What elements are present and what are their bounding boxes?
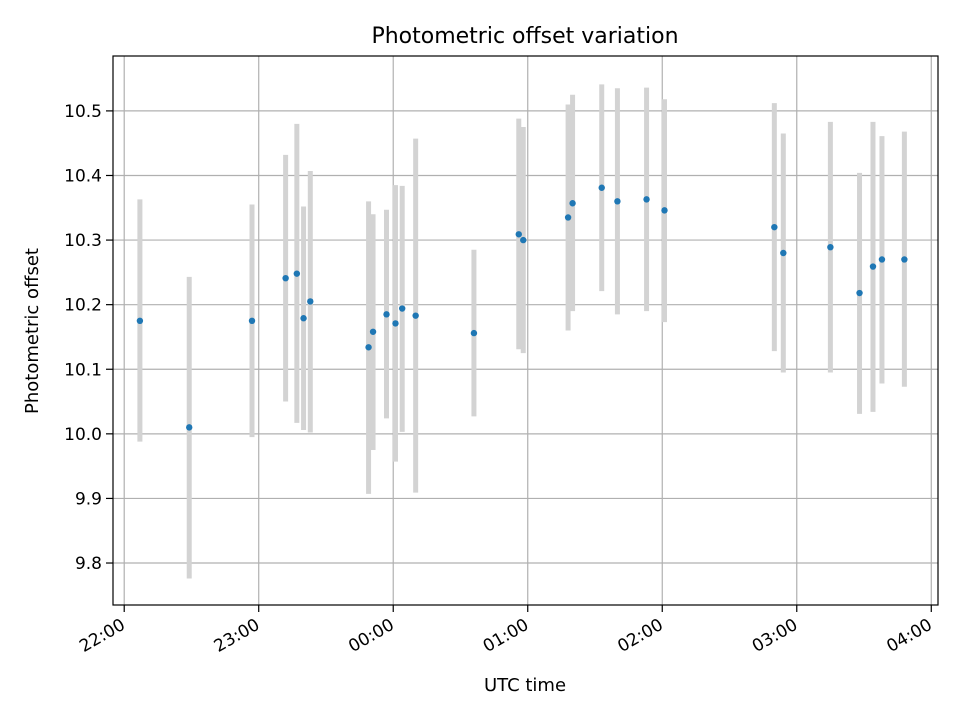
data-point [392,320,399,327]
data-point [598,184,605,191]
data-point [470,329,478,337]
data-point [643,196,650,203]
data-point [248,317,256,325]
data-point [282,274,289,282]
data-point [369,328,377,335]
data-point [901,256,908,263]
y-tick-label: 10.2 [64,296,102,316]
data-point [661,207,668,214]
data-point [515,231,522,238]
data-point [136,317,144,325]
y-axis-label: Photometric offset [22,248,43,414]
data-point [780,249,787,257]
data-points [136,184,908,431]
y-tick-label: 9.8 [75,554,102,574]
y-tick-label: 10.0 [64,425,102,445]
data-point [827,243,834,251]
data-point [869,263,877,270]
data-point [300,315,307,322]
y-tick-label: 10.3 [64,231,102,251]
data-point [398,305,406,312]
data-point [186,424,193,431]
x-axis-label: UTC time [484,675,566,696]
y-tick-label: 9.9 [75,489,102,509]
data-point [412,312,419,319]
data-point [365,344,372,351]
data-point [614,198,621,205]
data-point [307,298,314,305]
y-tick-label: 10.1 [64,360,102,380]
y-tick-label: 10.4 [64,166,102,186]
data-point [569,200,576,207]
y-tick-label: 10.5 [64,102,102,122]
y-axis-ticks: 9.8 9.9 10.0 10.1 10.2 10.3 10.4 10.5 [64,102,113,574]
plot-frame [112,55,939,606]
data-point [520,236,527,244]
data-point [878,256,886,263]
data-point [856,289,863,297]
data-point [383,311,390,318]
data-point [293,270,301,277]
chart-title: Photometric offset variation [371,24,678,49]
data-point [771,223,778,231]
data-point [564,214,572,221]
